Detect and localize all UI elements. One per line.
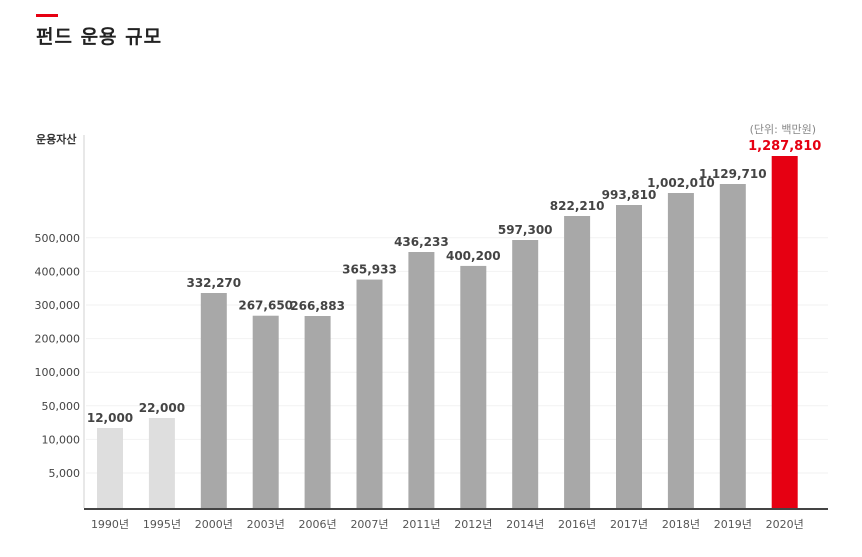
value-label: 12,000	[87, 411, 133, 425]
x-tick-label: 1990년	[91, 518, 129, 531]
bar-2000년	[200, 293, 227, 508]
x-tick-label: 2007년	[350, 518, 388, 531]
x-tick-label: 1995년	[143, 518, 181, 531]
x-tick-label: 2016년	[558, 518, 596, 531]
value-label: 822,210	[550, 199, 605, 213]
x-tick-label: 2019년	[714, 518, 752, 531]
y-axis-label: 운용자산	[36, 132, 76, 146]
bar-2016년	[564, 216, 591, 508]
x-tick-label: 2003년	[247, 518, 285, 531]
y-tick-label: 300,000	[35, 299, 81, 312]
y-tick-label: 5,000	[49, 467, 81, 480]
bar-1995년	[148, 418, 175, 508]
bar-2011년	[408, 252, 435, 508]
bar-2017년	[616, 205, 642, 508]
x-tick-label: 2000년	[195, 518, 233, 531]
unit-label: (단위: 백만원)	[750, 123, 816, 136]
value-label: 597,300	[498, 223, 553, 237]
bar-1990년	[97, 428, 123, 508]
y-tick-label: 50,000	[42, 400, 81, 413]
y-tick-label: 10,000	[42, 433, 81, 446]
value-label: 1,002,010	[647, 176, 715, 190]
bar-2019년	[719, 184, 746, 508]
y-tick-label: 400,000	[35, 265, 81, 278]
y-tick-label: 500,000	[35, 232, 81, 245]
value-label: 1,129,710	[699, 167, 767, 181]
x-tick-label: 2017년	[610, 518, 648, 531]
bar-2020년	[771, 156, 798, 508]
x-tick-label: 2018년	[662, 518, 700, 531]
x-tick-labels: 1990년 1995년 2000년 2003년 2006년 2007년 2011년 2012년…	[91, 518, 804, 531]
value-label: 993,810	[602, 188, 657, 202]
bar-2012년	[460, 265, 487, 508]
y-tick-labels: 5,000 10,000 50,000 100,000 200,000 300,000 40…	[35, 232, 81, 480]
bar-2014년	[512, 240, 539, 508]
value-label: 436,233	[394, 235, 449, 249]
value-label: 1,287,810	[748, 139, 821, 154]
gridlines	[86, 237, 828, 474]
bar-2006년	[304, 316, 331, 508]
bar-2018년	[667, 193, 694, 508]
value-label: 266,883	[290, 299, 345, 313]
x-tick-label: 2020년	[766, 518, 804, 531]
value-label: 332,270	[186, 276, 241, 290]
value-label: 400,200	[446, 249, 501, 263]
value-label: 267,650	[238, 299, 293, 313]
x-tick-label: 2006년	[299, 518, 337, 531]
title-accent-bar	[36, 14, 58, 17]
value-label: 22,000	[139, 401, 185, 415]
bars	[97, 156, 798, 508]
page-title: 펀드 운용 규모	[36, 26, 163, 48]
bar-2007년	[356, 279, 383, 508]
x-tick-label: 2014년	[506, 518, 544, 531]
bar-2003년	[252, 315, 279, 508]
y-tick-label: 100,000	[35, 366, 81, 379]
x-tick-label: 2011년	[402, 518, 440, 531]
y-tick-label: 200,000	[35, 333, 81, 346]
x-tick-label: 2012년	[454, 518, 492, 531]
value-label: 365,933	[342, 263, 397, 277]
